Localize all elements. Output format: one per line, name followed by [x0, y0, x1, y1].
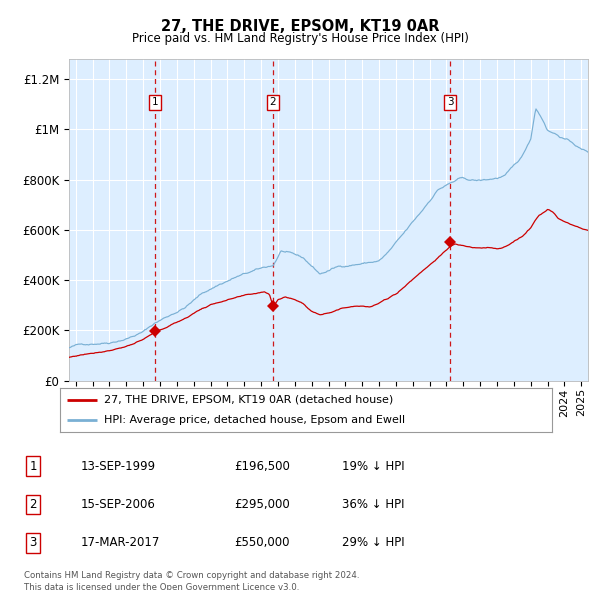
Text: £550,000: £550,000 [234, 536, 290, 549]
Text: 17-MAR-2017: 17-MAR-2017 [81, 536, 160, 549]
Text: 3: 3 [446, 97, 454, 107]
Text: 3: 3 [29, 536, 37, 549]
Text: HPI: Average price, detached house, Epsom and Ewell: HPI: Average price, detached house, Epso… [104, 415, 406, 425]
Text: 29% ↓ HPI: 29% ↓ HPI [342, 536, 404, 549]
Text: Contains HM Land Registry data © Crown copyright and database right 2024.: Contains HM Land Registry data © Crown c… [24, 571, 359, 580]
Text: 27, THE DRIVE, EPSOM, KT19 0AR: 27, THE DRIVE, EPSOM, KT19 0AR [161, 19, 439, 34]
Text: 36% ↓ HPI: 36% ↓ HPI [342, 498, 404, 511]
Text: 1: 1 [152, 97, 158, 107]
Text: Price paid vs. HM Land Registry's House Price Index (HPI): Price paid vs. HM Land Registry's House … [131, 32, 469, 45]
Text: £295,000: £295,000 [234, 498, 290, 511]
Text: This data is licensed under the Open Government Licence v3.0.: This data is licensed under the Open Gov… [24, 583, 299, 590]
Text: 15-SEP-2006: 15-SEP-2006 [81, 498, 156, 511]
Text: 13-SEP-1999: 13-SEP-1999 [81, 460, 156, 473]
Text: 1: 1 [29, 460, 37, 473]
Text: 19% ↓ HPI: 19% ↓ HPI [342, 460, 404, 473]
Text: 27, THE DRIVE, EPSOM, KT19 0AR (detached house): 27, THE DRIVE, EPSOM, KT19 0AR (detached… [104, 395, 394, 405]
Text: £196,500: £196,500 [234, 460, 290, 473]
Text: 2: 2 [270, 97, 277, 107]
Text: 2: 2 [29, 498, 37, 511]
